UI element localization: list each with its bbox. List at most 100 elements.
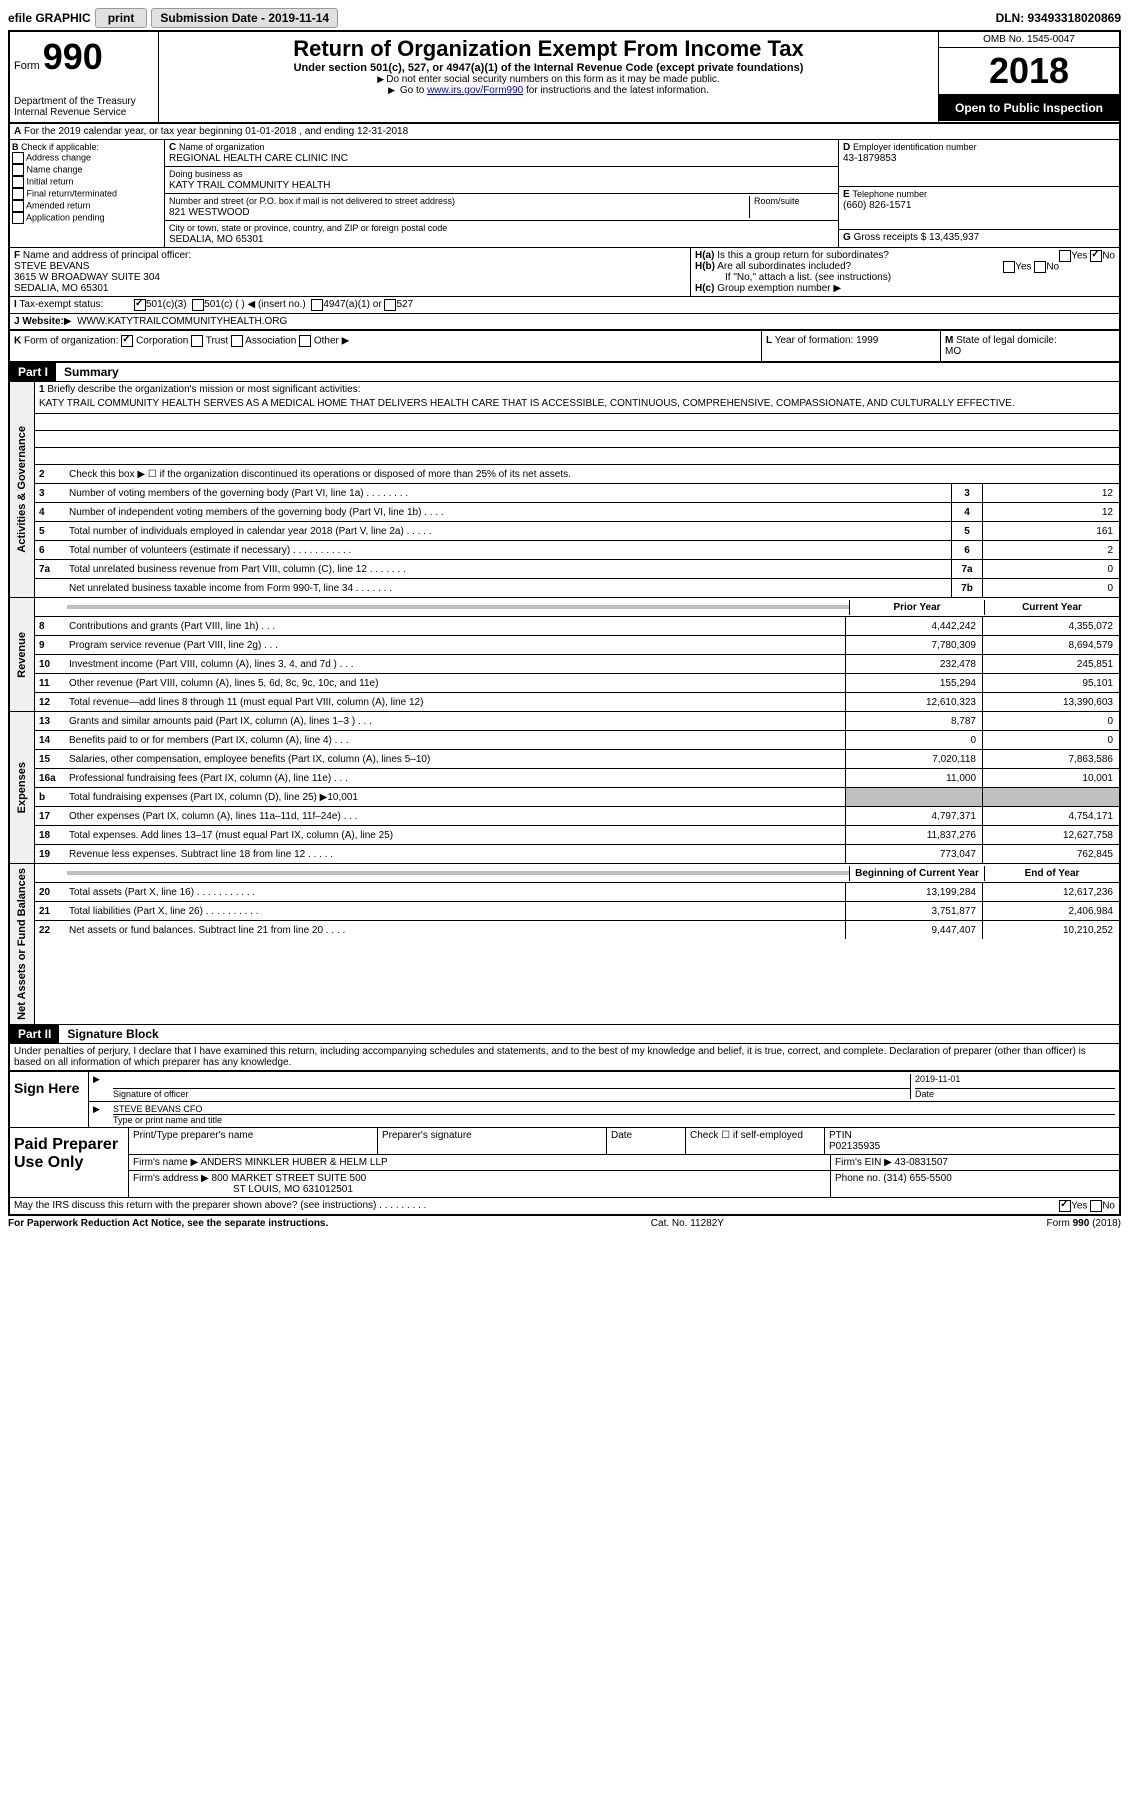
line-12: 12Total revenue—add lines 8 through 11 (… [35,693,1119,711]
chk-other[interactable] [299,335,311,347]
line-6: 6Total number of volunteers (estimate if… [35,541,1119,560]
chk-hb-no[interactable] [1034,261,1046,273]
l20-current: 12,617,236 [982,883,1119,901]
chk-address[interactable] [12,152,24,164]
part1-header-row: Part I Summary [10,363,1119,382]
instruction-2: Go to www.irs.gov/Form990 for instructio… [163,85,934,96]
line-16a: 16aProfessional fundraising fees (Part I… [35,769,1119,788]
mission-label: Briefly describe the organization's miss… [47,384,360,395]
irs-link[interactable]: www.irs.gov/Form990 [427,85,523,96]
l14-prior: 0 [845,731,982,749]
form-header: Form 990 Department of the Treasury Inte… [10,32,1119,124]
instruction-1: Do not enter social security numbers on … [163,74,934,85]
sig-field[interactable] [113,1074,910,1089]
chk-trust[interactable] [191,335,203,347]
side-revenue: Revenue [10,598,35,711]
chk-527[interactable] [384,299,396,311]
print-button[interactable]: print [95,8,148,28]
mission-header: 1 Briefly describe the organization's mi… [35,382,1119,397]
ptin-value: P02135935 [829,1141,880,1152]
dba-value: KATY TRAIL COMMUNITY HEALTH [169,180,331,191]
submission-date: Submission Date - 2019-11-14 [151,8,338,28]
l6-val: 2 [983,541,1119,559]
chk-pending[interactable] [12,212,24,224]
phone-cell: E Telephone number (660) 826-1571 [839,187,1119,230]
l10-text: Investment income (Part VIII, column (A)… [67,657,845,672]
ha-text: Is this a group return for subordinates? [717,250,889,261]
penalty-text: Under penalties of perjury, I declare th… [10,1044,1119,1071]
h-cell: H(a) Is this a group return for subordin… [691,248,1119,296]
l18-text: Total expenses. Add lines 13–17 (must eq… [67,828,845,843]
line-16b: bTotal fundraising expenses (Part IX, co… [35,788,1119,807]
org-name-cell: C Name of organization REGIONAL HEALTH C… [165,140,838,167]
l5-num: 5 [951,522,983,540]
opt-4947: 4947(a)(1) or [323,299,381,311]
l10-prior: 232,478 [845,655,982,673]
revenue-data: Prior Year Current Year 8Contributions a… [35,598,1119,711]
chk-label-3: Final return/terminated [27,188,118,198]
line2-text: Check this box ▶ ☐ if the organization d… [67,467,1119,482]
chk-assoc[interactable] [231,335,243,347]
chk-ha-no[interactable] [1090,250,1102,262]
vtext-activities: Activities & Governance [14,422,30,557]
line-14: 14Benefits paid to or for members (Part … [35,731,1119,750]
l15-prior: 7,020,118 [845,750,982,768]
chk-corp[interactable] [121,335,133,347]
line-10: 10Investment income (Part VIII, column (… [35,655,1119,674]
city-cell: City or town, state or province, country… [165,221,838,247]
f-addr2: SEDALIA, MO 65301 [14,283,109,294]
i-row: I Tax-exempt status: 501(c)(3) 501(c) ( … [10,297,1119,314]
hb-note: If "No," attach a list. (see instruction… [695,272,1115,283]
na-header: Beginning of Current Year End of Year [35,864,1119,883]
sig-name-label: Type or print name and title [113,1115,222,1125]
chk-discuss-yes[interactable] [1059,1200,1071,1212]
chk-name[interactable] [12,164,24,176]
l9-prior: 7,780,309 [845,636,982,654]
l12-current: 13,390,603 [982,693,1119,711]
firm-addr1-value: 800 MARKET STREET SUITE 500 [212,1173,367,1184]
preparer-right: Print/Type preparer's name Preparer's si… [129,1128,1119,1197]
chk-ha-yes[interactable] [1059,250,1071,262]
instr2-pre: Go to [400,85,427,96]
sig-date-value: 2019-11-01 [915,1074,1115,1089]
chk-discuss-no[interactable] [1090,1200,1102,1212]
j-row: J Website: ▶ WWW.KATYTRAILCOMMUNITYHEALT… [10,314,1119,331]
expenses-section: Expenses 13Grants and similar amounts pa… [10,712,1119,864]
chk-label-2: Initial return [27,176,74,186]
prep-name-label: Print/Type preparer's name [129,1128,378,1154]
chk-501c3[interactable] [134,299,146,311]
preparer-section: Paid Preparer Use Only Print/Type prepar… [10,1127,1119,1197]
a-line-text: For the 2019 calendar year, or tax year … [24,126,408,137]
chk-4947[interactable] [311,299,323,311]
mission-text: KATY TRAIL COMMUNITY HEALTH SERVES AS A … [35,397,1119,414]
chk-501c[interactable] [192,299,204,311]
l-value: 1999 [856,335,878,346]
l5-val: 161 [983,522,1119,540]
sign-right: ▶ Signature of officer 2019-11-01 Date ▶… [89,1072,1119,1127]
expenses-data: 13Grants and similar amounts paid (Part … [35,712,1119,863]
chk-final[interactable] [12,188,24,200]
l9-text: Program service revenue (Part VIII, line… [67,638,845,653]
line-21: 21Total liabilities (Part X, line 26) . … [35,902,1119,921]
l3-num: 3 [951,484,983,502]
addr-cell: Number and street (or P.O. box if mail i… [165,194,838,221]
l13-prior: 8,787 [845,712,982,730]
line-15: 15Salaries, other compensation, employee… [35,750,1119,769]
dba-cell: Doing business as KATY TRAIL COMMUNITY H… [165,167,838,194]
line-5: 5Total number of individuals employed in… [35,522,1119,541]
l7b-text: Net unrelated business taxable income fr… [67,581,951,596]
m-label: State of legal domicile: [956,335,1057,346]
l17-prior: 4,797,371 [845,807,982,825]
l18-prior: 11,837,276 [845,826,982,844]
f-cell: F Name and address of principal officer:… [10,248,691,296]
dept-irs: Internal Revenue Service [14,107,154,118]
addr-value: 821 WESTWOOD [169,207,250,218]
tax-year-line: A For the 2019 calendar year, or tax yea… [10,124,1119,140]
discuss-text: May the IRS discuss this return with the… [14,1200,1059,1212]
chk-amended[interactable] [12,200,24,212]
chk-hb-yes[interactable] [1003,261,1015,273]
l8-prior: 4,442,242 [845,617,982,635]
header-right: OMB No. 1545-0047 2018 Open to Public In… [939,32,1119,122]
cat-number: Cat. No. 11282Y [651,1218,724,1229]
chk-initial[interactable] [12,176,24,188]
